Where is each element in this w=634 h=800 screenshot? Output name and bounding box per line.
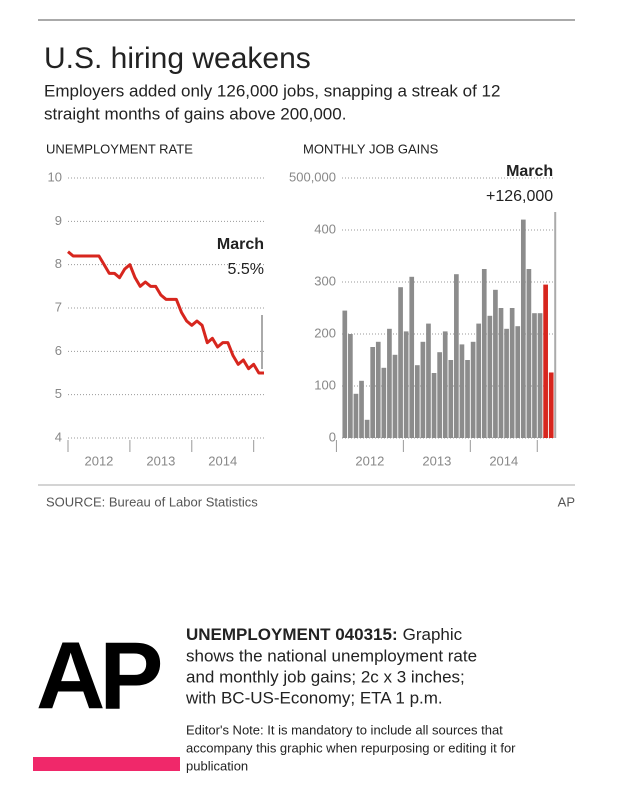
- x-tick-label: 2013: [422, 453, 451, 468]
- bar: [359, 380, 364, 438]
- x-tick-label: 2012: [84, 453, 113, 468]
- y-tick-label: 5: [55, 386, 62, 401]
- y-tick-label: 4: [55, 429, 62, 444]
- editor-note: Editor's Note: It is mandatory to includ…: [186, 722, 503, 737]
- bar: [409, 276, 415, 438]
- bar: [520, 219, 526, 438]
- bar: [515, 326, 521, 438]
- x-tick-label: 2014: [489, 453, 518, 468]
- bar: [454, 274, 459, 438]
- x-tick-label: 2014: [208, 453, 237, 468]
- y-tick-label: 500,000: [289, 169, 336, 184]
- bar: [342, 310, 348, 438]
- chart-title: UNEMPLOYMENT RATE: [46, 141, 193, 156]
- bar: [504, 328, 509, 438]
- headline: U.S. hiring weakens: [44, 42, 311, 75]
- bar: [426, 323, 431, 438]
- annotation: 5.5%: [228, 261, 264, 278]
- ap-logo: AP: [36, 622, 160, 729]
- y-tick-label: 0: [329, 429, 336, 444]
- y-tick-label: 10: [48, 169, 62, 184]
- y-tick-label: 6: [55, 343, 62, 358]
- bar: [431, 373, 437, 438]
- bar: [375, 341, 381, 438]
- bar: [420, 341, 426, 438]
- y-tick-label: 400: [314, 221, 336, 236]
- source: SOURCE: Bureau of Labor Statistics: [46, 494, 258, 509]
- subtitle: Employers added only 126,000 jobs, snapp…: [44, 81, 500, 100]
- y-tick-label: 9: [55, 213, 62, 228]
- x-tick-label: 2013: [146, 453, 175, 468]
- bar: [487, 315, 493, 438]
- line: [67, 250, 264, 375]
- y-tick-label: 100: [314, 377, 336, 392]
- editor-note: accompany this graphic when repurposing …: [186, 740, 516, 755]
- bar: [398, 287, 403, 438]
- bar: [370, 347, 376, 438]
- bar: [348, 334, 353, 438]
- x-tick-label: 2012: [355, 453, 384, 468]
- bar: [465, 360, 470, 438]
- bar: [381, 367, 387, 438]
- slug-text: and monthly job gains; 2c x 3 inches;: [186, 667, 465, 686]
- y-tick-label: 300: [314, 273, 336, 288]
- bar: [543, 284, 548, 438]
- bar: [481, 269, 487, 438]
- bar: [526, 269, 532, 438]
- bar: [537, 313, 543, 438]
- annotation: March: [506, 163, 553, 180]
- subtitle: straight months of gains above 200,000.: [44, 104, 346, 123]
- slug-text: Graphic: [403, 625, 463, 644]
- bar: [548, 372, 554, 438]
- bar: [509, 308, 515, 438]
- y-tick-label: 8: [55, 256, 62, 271]
- y-tick-label: 7: [55, 299, 62, 314]
- logo-bar: [33, 757, 180, 771]
- bar: [364, 419, 370, 438]
- bar: [459, 344, 465, 438]
- bar: [442, 331, 448, 438]
- credit: AP: [558, 494, 575, 509]
- bar: [498, 308, 504, 438]
- slug-text: shows the national unemployment rate: [186, 646, 477, 665]
- bar: [532, 313, 537, 438]
- bar: [493, 289, 498, 438]
- bar: [470, 341, 476, 438]
- editor-note: publication: [186, 758, 248, 773]
- annotation: March: [217, 236, 264, 253]
- bar: [387, 328, 392, 438]
- bar: [476, 323, 482, 438]
- bar: [353, 393, 359, 438]
- bar: [414, 365, 420, 438]
- slug-label: UNEMPLOYMENT 040315:: [186, 625, 398, 644]
- bar: [392, 354, 398, 438]
- bar: [403, 331, 409, 438]
- slug-text: with BC-US-Economy; ETA 1 p.m.: [185, 688, 443, 707]
- chart-title: MONTHLY JOB GAINS: [303, 141, 439, 156]
- y-tick-label: 200: [314, 325, 336, 340]
- annotation: +126,000: [486, 188, 553, 205]
- bar: [437, 352, 442, 438]
- bar: [448, 360, 454, 438]
- slug: UNEMPLOYMENT 040315: Graphic: [186, 625, 463, 644]
